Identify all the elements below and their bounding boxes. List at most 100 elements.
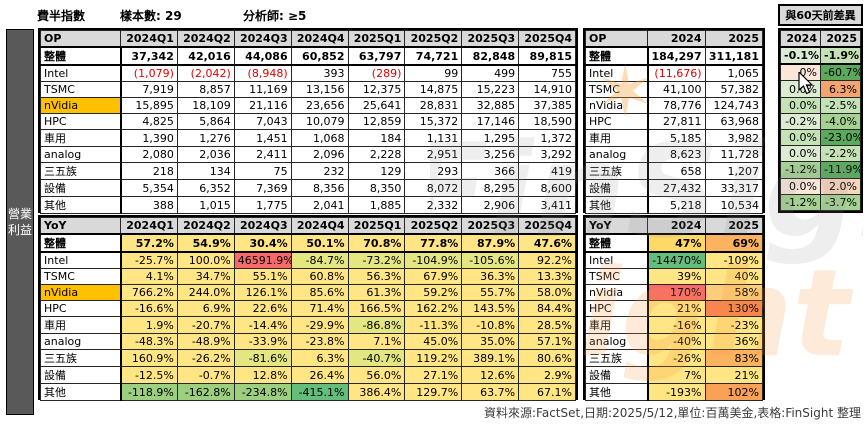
row-label[interactable]: 其他 — [585, 196, 649, 214]
data-cell[interactable]: 6.3% — [820, 80, 861, 98]
data-cell[interactable]: 87.9% — [461, 233, 520, 253]
row-label[interactable]: 車用 — [585, 129, 649, 147]
data-cell[interactable]: -33.9% — [233, 333, 292, 350]
data-cell[interactable]: 21,116 — [233, 97, 292, 114]
column-header[interactable]: 2024Q1 — [120, 30, 178, 48]
data-cell[interactable]: 1,775 — [233, 196, 292, 214]
data-cell[interactable]: 8,623 — [647, 146, 706, 163]
data-cell[interactable]: 32,885 — [461, 97, 520, 114]
data-cell[interactable]: 45.0% — [404, 333, 463, 350]
row-label[interactable]: Intel — [40, 64, 122, 82]
data-cell[interactable]: 755 — [518, 64, 576, 82]
data-cell[interactable]: -60.7% — [820, 63, 861, 82]
data-cell[interactable]: 134 — [176, 162, 235, 180]
data-cell[interactable]: 42,016 — [176, 46, 235, 66]
data-cell[interactable]: 63,968 — [704, 113, 763, 130]
row-label[interactable]: 整體 — [40, 46, 122, 66]
data-cell[interactable]: 6,352 — [176, 179, 235, 197]
data-cell[interactable]: 218 — [120, 162, 178, 180]
data-cell[interactable]: 1,276 — [176, 129, 235, 147]
data-cell[interactable]: 63.7% — [461, 383, 520, 401]
data-cell[interactable]: -86.8% — [347, 316, 406, 334]
data-cell[interactable]: 11,728 — [704, 146, 763, 163]
data-cell[interactable]: 1,015 — [176, 196, 235, 214]
data-cell[interactable]: -12.5% — [120, 366, 178, 384]
row-label[interactable]: HPC — [585, 113, 649, 130]
column-header[interactable]: 2025Q4 — [518, 217, 576, 235]
data-cell[interactable]: 30.4% — [233, 233, 292, 253]
table-corner-label[interactable]: OP — [40, 30, 121, 48]
row-label[interactable]: 車用 — [40, 316, 122, 334]
data-cell[interactable]: 5,218 — [647, 196, 706, 214]
data-cell[interactable]: 39% — [647, 268, 706, 285]
data-cell[interactable]: -48.3% — [120, 333, 178, 350]
data-cell[interactable]: 27.1% — [404, 366, 463, 384]
row-label[interactable]: 三五族 — [40, 349, 122, 367]
data-cell[interactable]: 0% — [780, 63, 821, 82]
data-cell[interactable]: -11.3% — [404, 316, 463, 334]
data-cell[interactable]: 7,369 — [233, 179, 292, 197]
data-cell[interactable]: 6.9% — [176, 300, 235, 317]
data-cell[interactable]: 37,342 — [120, 46, 178, 66]
data-cell[interactable]: 2,951 — [404, 146, 463, 163]
data-cell[interactable]: -26% — [647, 349, 706, 367]
row-label[interactable]: 其他 — [40, 196, 122, 214]
row-label[interactable]: 整體 — [585, 46, 649, 66]
row-label[interactable]: TSMC — [40, 268, 122, 285]
data-cell[interactable]: 8,350 — [347, 179, 406, 197]
table-corner-label[interactable]: YoY — [585, 217, 648, 235]
data-cell[interactable]: 23,656 — [290, 97, 349, 114]
data-cell[interactable]: 56.0% — [347, 366, 406, 384]
row-label[interactable]: 整體 — [585, 233, 649, 253]
data-cell[interactable]: 60.8% — [290, 268, 349, 285]
column-header[interactable]: 2024Q2 — [176, 30, 235, 48]
row-label[interactable]: Intel — [585, 64, 649, 82]
data-cell[interactable]: 419 — [518, 162, 576, 180]
data-cell[interactable]: 13,156 — [290, 81, 349, 98]
data-cell[interactable]: 26.4% — [290, 366, 349, 384]
data-cell[interactable]: -109% — [704, 251, 763, 269]
data-cell[interactable]: 10,534 — [704, 196, 763, 214]
data-cell[interactable]: -415.1% — [290, 383, 349, 401]
data-cell[interactable]: 69% — [704, 233, 763, 253]
data-cell[interactable]: -23% — [704, 316, 763, 334]
data-cell[interactable]: -23.0% — [820, 128, 861, 147]
data-cell[interactable]: -25.7% — [120, 251, 178, 269]
data-cell[interactable]: 0.0% — [780, 80, 821, 98]
data-cell[interactable]: 21% — [704, 366, 763, 384]
data-cell[interactable]: 1,065 — [704, 64, 763, 82]
data-cell[interactable]: 15,895 — [120, 97, 178, 114]
data-cell[interactable]: 18,109 — [176, 97, 235, 114]
data-cell[interactable]: -1.2% — [780, 161, 821, 179]
row-label[interactable]: nVidia — [40, 97, 122, 114]
row-label[interactable]: 其他 — [40, 383, 122, 401]
data-cell[interactable]: 67.9% — [404, 268, 463, 285]
column-header[interactable]: 2024 — [780, 30, 821, 48]
column-header[interactable]: 2024 — [647, 217, 706, 235]
data-cell[interactable]: 22.6% — [233, 300, 292, 317]
data-cell[interactable]: -0.1% — [780, 46, 821, 66]
data-cell[interactable]: 7% — [647, 366, 706, 384]
row-label[interactable]: 三五族 — [585, 162, 649, 180]
data-cell[interactable]: 15,372 — [404, 113, 463, 130]
data-cell[interactable]: 35.0% — [461, 333, 520, 350]
data-cell[interactable]: 3,982 — [704, 129, 763, 147]
data-cell[interactable]: 1.9% — [120, 316, 178, 334]
row-label[interactable]: 設備 — [585, 366, 649, 384]
row-label[interactable]: 其他 — [585, 383, 649, 401]
data-cell[interactable]: 12,375 — [347, 81, 406, 98]
data-cell[interactable]: 129 — [347, 162, 406, 180]
data-cell[interactable]: 59.2% — [404, 284, 463, 301]
data-cell[interactable]: 184 — [347, 129, 406, 147]
data-cell[interactable]: 47% — [647, 233, 706, 253]
data-cell[interactable]: 82,848 — [461, 46, 520, 66]
column-header[interactable]: 2024Q4 — [290, 217, 349, 235]
row-label[interactable]: 整體 — [40, 233, 122, 253]
row-label[interactable]: Intel — [585, 251, 649, 269]
column-header[interactable]: 2024Q2 — [176, 217, 235, 235]
data-cell[interactable]: 47.6% — [518, 233, 576, 253]
data-cell[interactable]: 2,411 — [233, 146, 292, 163]
data-cell[interactable]: -2.5% — [820, 96, 861, 114]
data-cell[interactable]: 8,295 — [461, 179, 520, 197]
data-cell[interactable]: 14,875 — [404, 81, 463, 98]
